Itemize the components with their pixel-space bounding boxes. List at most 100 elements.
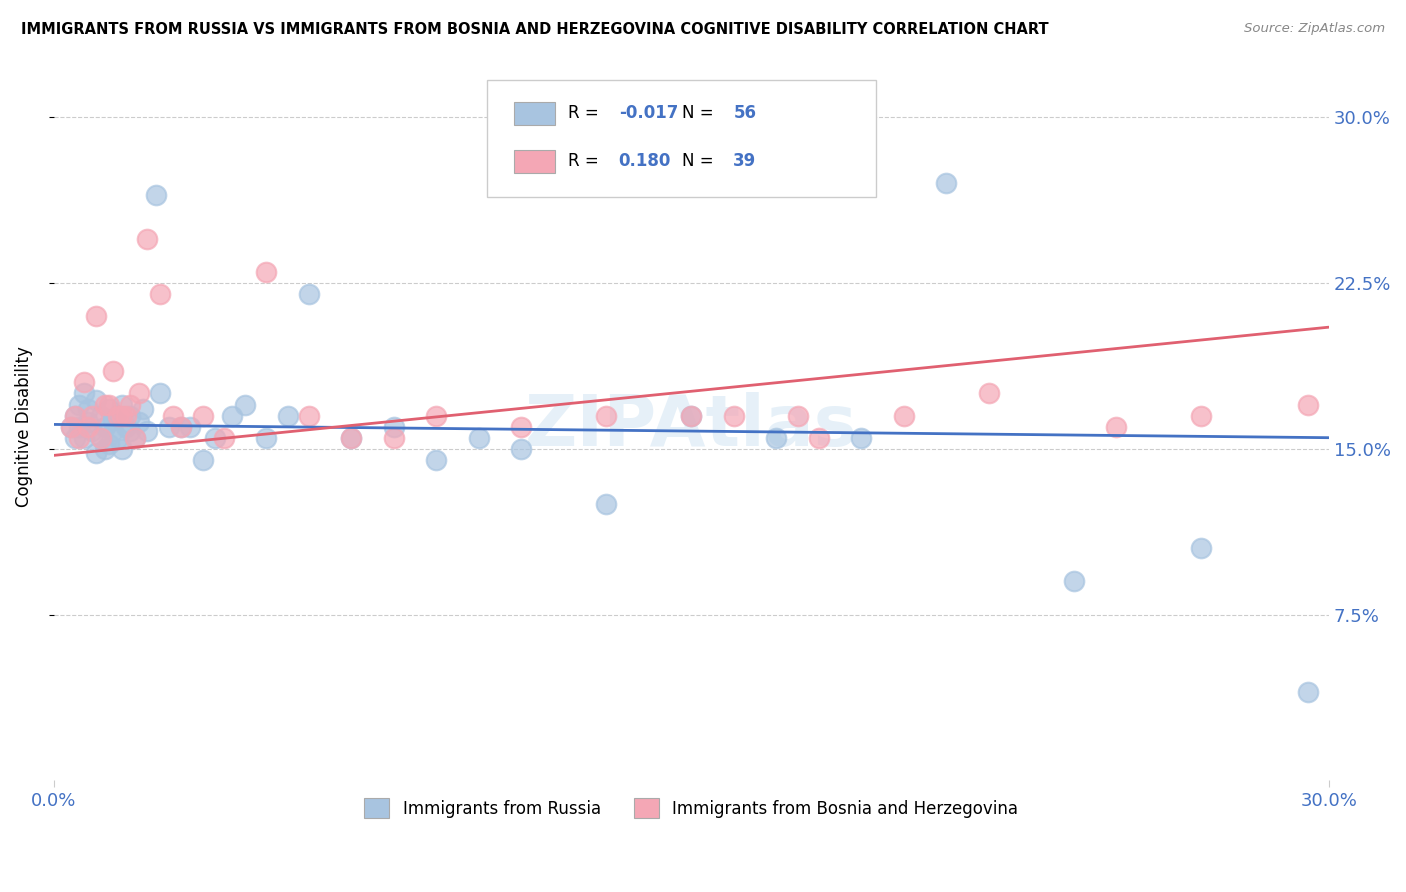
Point — [76, 415, 98, 429]
Point — [1105, 419, 1128, 434]
Text: N =: N = — [682, 104, 720, 122]
Point — [80, 424, 103, 438]
Point — [191, 452, 214, 467]
Point — [1296, 685, 1319, 699]
Point — [115, 419, 138, 434]
Text: IMMIGRANTS FROM RUSSIA VS IMMIGRANTS FROM BOSNIA AND HERZEGOVINA COGNITIVE DISAB: IMMIGRANTS FROM RUSSIA VS IMMIGRANTS FRO… — [21, 22, 1049, 37]
Point — [254, 265, 277, 279]
Point — [298, 409, 321, 423]
Point — [382, 431, 405, 445]
Point — [107, 409, 129, 423]
Point — [1063, 574, 1085, 589]
Y-axis label: Cognitive Disability: Cognitive Disability — [15, 346, 32, 507]
FancyBboxPatch shape — [515, 150, 555, 173]
Point — [170, 419, 193, 434]
Point — [128, 415, 150, 429]
Point — [191, 409, 214, 423]
Point — [98, 401, 121, 416]
Point — [510, 442, 533, 456]
Point — [63, 409, 86, 423]
Point — [851, 431, 873, 445]
FancyBboxPatch shape — [515, 102, 555, 125]
Point — [98, 398, 121, 412]
Point — [115, 409, 138, 423]
Point — [149, 386, 172, 401]
Point — [1296, 398, 1319, 412]
Point — [212, 431, 235, 445]
Point — [124, 431, 146, 445]
Point — [72, 376, 94, 390]
Text: R =: R = — [568, 104, 603, 122]
Point — [340, 431, 363, 445]
Point — [681, 409, 703, 423]
Point — [63, 409, 86, 423]
Point — [340, 431, 363, 445]
Point — [98, 437, 121, 451]
Point — [254, 431, 277, 445]
Point — [128, 386, 150, 401]
Point — [80, 409, 103, 423]
Point — [94, 398, 117, 412]
Legend: Immigrants from Russia, Immigrants from Bosnia and Herzegovina: Immigrants from Russia, Immigrants from … — [357, 791, 1025, 825]
Point — [468, 431, 491, 445]
Point — [765, 431, 787, 445]
Text: Source: ZipAtlas.com: Source: ZipAtlas.com — [1244, 22, 1385, 36]
Point — [595, 497, 617, 511]
Text: 39: 39 — [734, 153, 756, 170]
Text: N =: N = — [682, 153, 720, 170]
Point — [382, 419, 405, 434]
Point — [1189, 409, 1212, 423]
FancyBboxPatch shape — [488, 80, 876, 197]
Point — [111, 398, 134, 412]
Point — [893, 409, 915, 423]
Point — [120, 424, 142, 438]
Point — [103, 364, 125, 378]
Point — [67, 419, 90, 434]
Point — [277, 409, 299, 423]
Point — [94, 419, 117, 434]
Point — [145, 187, 167, 202]
Point — [157, 419, 180, 434]
Text: -0.017: -0.017 — [619, 104, 678, 122]
Point — [298, 287, 321, 301]
Point — [86, 393, 108, 408]
Point — [90, 409, 112, 423]
Point — [120, 409, 142, 423]
Point — [1189, 541, 1212, 556]
Point — [86, 309, 108, 323]
Point — [111, 409, 134, 423]
Point — [977, 386, 1000, 401]
Text: 56: 56 — [734, 104, 756, 122]
Point — [204, 431, 226, 445]
Point — [136, 424, 159, 438]
Text: R =: R = — [568, 153, 603, 170]
Point — [90, 431, 112, 445]
Point — [86, 446, 108, 460]
Point — [90, 431, 112, 445]
Text: ZIPAtlas: ZIPAtlas — [524, 392, 858, 461]
Point — [681, 409, 703, 423]
Point — [149, 287, 172, 301]
Text: 0.180: 0.180 — [619, 153, 671, 170]
Point — [595, 409, 617, 423]
Point — [124, 431, 146, 445]
Point — [136, 232, 159, 246]
Point — [72, 431, 94, 445]
Point — [807, 431, 830, 445]
Point — [103, 424, 125, 438]
Point — [510, 419, 533, 434]
Point — [221, 409, 243, 423]
Point — [935, 177, 957, 191]
Point — [170, 419, 193, 434]
Point — [72, 386, 94, 401]
Point — [103, 413, 125, 427]
Point — [94, 442, 117, 456]
Point — [63, 431, 86, 445]
Point — [179, 419, 201, 434]
Point — [786, 409, 808, 423]
Point — [67, 398, 90, 412]
Point — [76, 419, 98, 434]
Point — [111, 442, 134, 456]
Point — [67, 431, 90, 445]
Point — [76, 401, 98, 416]
